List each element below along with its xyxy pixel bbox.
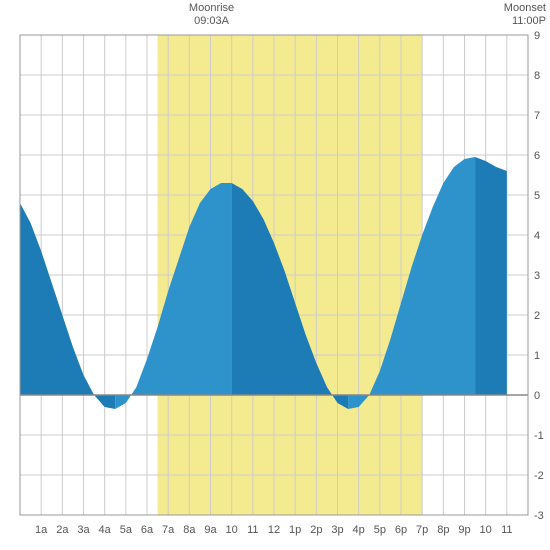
svg-text:4a: 4a: [99, 524, 112, 536]
svg-text:2a: 2a: [56, 524, 69, 536]
svg-text:3a: 3a: [77, 524, 90, 536]
svg-text:3p: 3p: [331, 524, 343, 536]
svg-text:7a: 7a: [162, 524, 175, 536]
svg-text:8a: 8a: [183, 524, 196, 536]
svg-text:10: 10: [480, 524, 492, 536]
moonrise-label: Moonrise 09:03A: [182, 2, 242, 28]
svg-text:5: 5: [534, 190, 540, 202]
svg-text:1a: 1a: [35, 524, 48, 536]
svg-text:5p: 5p: [374, 524, 386, 536]
svg-text:2: 2: [534, 310, 540, 322]
svg-text:2p: 2p: [310, 524, 322, 536]
svg-text:11: 11: [501, 524, 512, 536]
moonset-title: Moonset: [504, 2, 546, 14]
svg-text:0: 0: [534, 390, 540, 402]
svg-text:7p: 7p: [416, 524, 428, 536]
svg-text:6: 6: [534, 150, 540, 162]
moonrise-title: Moonrise: [189, 2, 234, 14]
svg-text:4: 4: [534, 230, 540, 242]
moonset-time: 11:00P: [512, 15, 546, 27]
svg-text:9p: 9p: [458, 524, 470, 536]
svg-text:1: 1: [534, 350, 540, 362]
svg-text:9: 9: [534, 30, 540, 42]
svg-text:9a: 9a: [204, 524, 217, 536]
svg-text:10: 10: [226, 524, 238, 536]
svg-text:1p: 1p: [289, 524, 301, 536]
svg-text:4p: 4p: [353, 524, 365, 536]
svg-text:8: 8: [534, 70, 540, 82]
svg-text:5a: 5a: [120, 524, 133, 536]
svg-text:3: 3: [534, 270, 540, 282]
svg-text:6a: 6a: [141, 524, 154, 536]
svg-text:8p: 8p: [437, 524, 449, 536]
svg-text:-3: -3: [534, 510, 544, 522]
svg-text:6p: 6p: [395, 524, 407, 536]
moonset-label: Moonset 11:00P: [504, 2, 546, 28]
chart-svg: -3-2-101234567891a2a3a4a5a6a7a8a9a101112…: [0, 0, 550, 550]
svg-text:-2: -2: [534, 470, 544, 482]
tide-chart: Moonrise 09:03A Moonset 11:00P -3-2-1012…: [0, 0, 550, 550]
svg-text:7: 7: [534, 110, 540, 122]
svg-text:12: 12: [268, 524, 280, 536]
moonrise-time: 09:03A: [194, 15, 229, 27]
svg-text:-1: -1: [534, 430, 544, 442]
svg-text:11: 11: [247, 524, 258, 536]
